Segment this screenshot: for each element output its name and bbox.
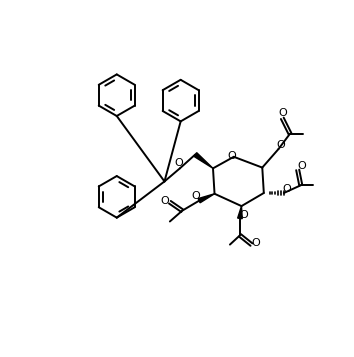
Text: O: O — [251, 238, 260, 248]
Text: O: O — [191, 191, 200, 201]
Text: O: O — [279, 108, 287, 118]
Text: O: O — [282, 184, 291, 194]
Text: O: O — [160, 196, 169, 206]
Text: O: O — [276, 140, 285, 150]
Text: O: O — [239, 210, 248, 220]
Text: O: O — [228, 151, 236, 161]
Text: O: O — [175, 158, 183, 168]
Polygon shape — [238, 206, 242, 219]
Polygon shape — [198, 194, 215, 203]
Text: O: O — [297, 161, 306, 171]
Polygon shape — [194, 153, 213, 169]
